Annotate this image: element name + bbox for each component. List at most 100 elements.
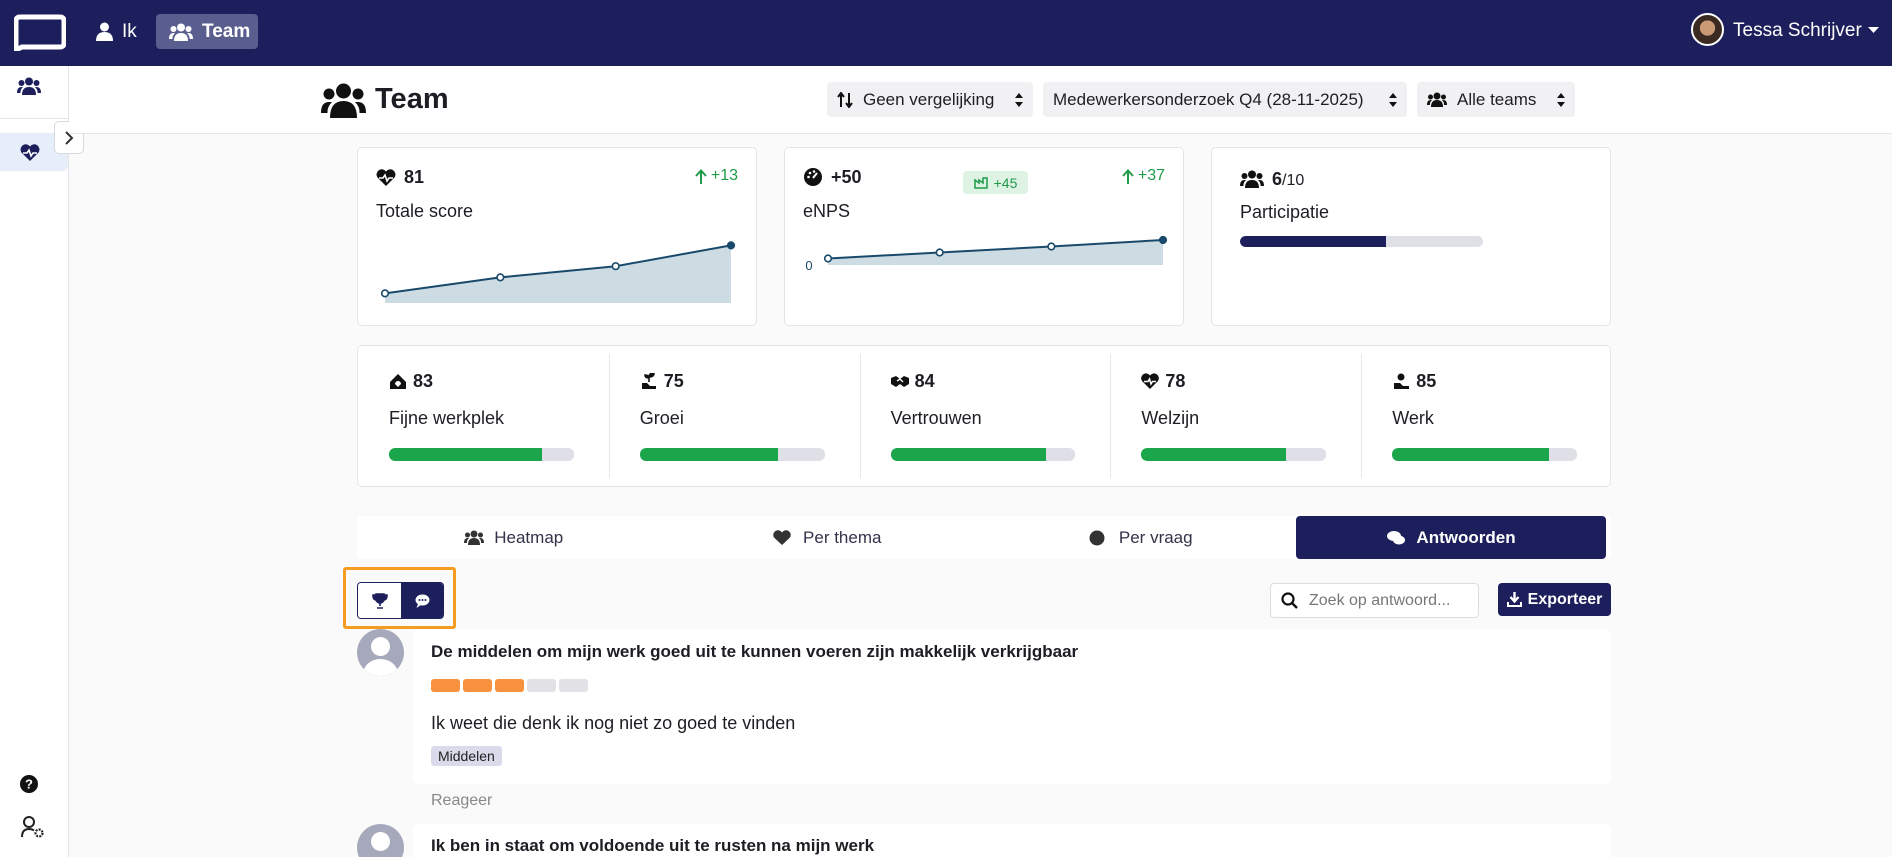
nav-item-active[interactable]: Team: [156, 14, 258, 49]
participation-card: 6 /10 Participatie: [1211, 147, 1611, 326]
comments-button[interactable]: [401, 583, 443, 618]
column-divider: [859, 354, 861, 478]
theme-icon: [641, 373, 656, 389]
column-divider: [608, 354, 610, 478]
survey-dropdown[interactable]: Medewerkersonderzoek Q4 (28-11-2025): [1043, 82, 1407, 117]
search-placeholder: Zoek op antwoord...: [1309, 591, 1451, 609]
answer-card: De middelen om mijn werk goed uit te kun…: [413, 629, 1611, 784]
answer-card: Ik ben in staat om voldoende uit te rust…: [413, 824, 1611, 857]
industry-icon: [973, 176, 988, 189]
download-icon: [1506, 592, 1522, 607]
tab-icon: [1387, 530, 1406, 544]
sparkline-point: [496, 273, 505, 282]
sparkline: [380, 241, 736, 303]
user-name: Tessa Schrijver: [1733, 20, 1862, 41]
tab-active[interactable]: Antwoorden: [1296, 516, 1606, 559]
theme-icon: [890, 376, 909, 387]
tab[interactable]: Per vraag: [984, 516, 1298, 559]
sparkline: 0: [805, 235, 1168, 273]
team-icon: [1427, 92, 1447, 107]
answer-rating: [431, 679, 591, 692]
rating-segment-filled: [463, 679, 492, 692]
icon-shape: [1394, 383, 1410, 389]
caret: [1867, 27, 1879, 33]
theme-score: 84: [914, 371, 935, 391]
icon-shape: [464, 537, 485, 545]
sparkline-area: [828, 240, 1163, 265]
avatar-body: [363, 659, 398, 676]
tab-label: Antwoorden: [1416, 527, 1516, 547]
tab-icon: [464, 530, 485, 545]
export-button[interactable]: Exporteer: [1498, 583, 1611, 616]
card-label: eNPS: [803, 201, 851, 221]
teams-dropdown[interactable]: Alle teams: [1417, 82, 1575, 117]
avatar-head: [371, 832, 390, 851]
answer-text: Ik weet die denk ik nog niet zo goed te …: [431, 713, 796, 733]
ranking-button[interactable]: [358, 583, 401, 618]
theme-score: 78: [1165, 371, 1186, 391]
answer-question: Ik ben in staat om voldoende uit te rust…: [431, 836, 875, 855]
sparkline-point: [611, 262, 620, 271]
sparkline-point: [380, 289, 390, 298]
icon-shape: [470, 530, 478, 537]
team-icon: [169, 23, 193, 41]
answer-question: De middelen om mijn werk goed uit te kun…: [431, 642, 1079, 661]
help-icon[interactable]: ?: [20, 775, 38, 793]
updown-icon: [1557, 92, 1565, 107]
score-delta: +13: [695, 167, 738, 185]
team-icon: [1240, 170, 1264, 188]
participation-total: /10: [1282, 172, 1305, 189]
theme-track: [389, 448, 574, 461]
participation-value: 6: [1272, 169, 1283, 189]
logo[interactable]: [14, 13, 66, 51]
avatar[interactable]: [1691, 13, 1724, 46]
tab-icon: [773, 529, 791, 545]
dropdown-label: Alle teams: [1457, 89, 1537, 109]
icon-shape: [641, 383, 656, 389]
chevron-icon: [65, 131, 74, 145]
gauge-icon: [804, 168, 822, 186]
export-label: Exporteer: [1527, 590, 1603, 608]
reply-link[interactable]: Reageer: [431, 792, 493, 809]
tab-icon: [1089, 530, 1105, 545]
icon-shape: [395, 381, 401, 387]
heart-icon: [376, 169, 396, 186]
total-score-card: 81 +13 Totale score: [357, 147, 757, 326]
user-settings-icon[interactable]: [21, 816, 45, 838]
icon-shape: [890, 376, 909, 387]
tab-label: Per vraag: [1118, 527, 1193, 547]
view-toggle: [357, 582, 444, 619]
comment-icon: [415, 594, 429, 608]
rating-segment-empty: [559, 679, 588, 692]
rating-segment-empty: [527, 679, 556, 692]
theme-icon: [1394, 373, 1410, 389]
theme-track: [890, 448, 1076, 461]
sparkline-line: [827, 239, 1164, 260]
updown-icon: [1389, 92, 1397, 107]
user-icon: [96, 22, 113, 41]
nav-item[interactable]: Ik: [96, 14, 137, 49]
rating-segment-filled: [495, 679, 524, 692]
tab[interactable]: Per thema: [671, 516, 985, 559]
icon-shape: [478, 532, 484, 537]
top-bar: Ik Team Tessa Schrijver: [0, 0, 1892, 66]
answer-avatar: [357, 824, 404, 857]
sparkline-point: [1047, 242, 1056, 251]
theme-track: [1141, 448, 1327, 461]
sparkline-point: [823, 254, 833, 263]
tab[interactable]: Heatmap: [357, 516, 671, 559]
icon-shape: [896, 378, 904, 383]
search-box[interactable]: Zoek op antwoord...: [1270, 583, 1479, 618]
icon-shape: [1089, 530, 1105, 545]
team-nav-icon[interactable]: [17, 77, 41, 95]
icon-shape: [773, 529, 791, 545]
user-menu[interactable]: Tessa Schrijver: [1733, 13, 1879, 48]
sparkline-line: [384, 244, 732, 295]
sidebar-divider: [0, 118, 68, 119]
compare-dropdown[interactable]: Geen vergelijking: [827, 82, 1033, 117]
icon-shape: [465, 532, 471, 537]
theme-score: 85: [1416, 371, 1437, 391]
theme-track: [639, 448, 825, 461]
theme-score: 83: [413, 371, 434, 391]
